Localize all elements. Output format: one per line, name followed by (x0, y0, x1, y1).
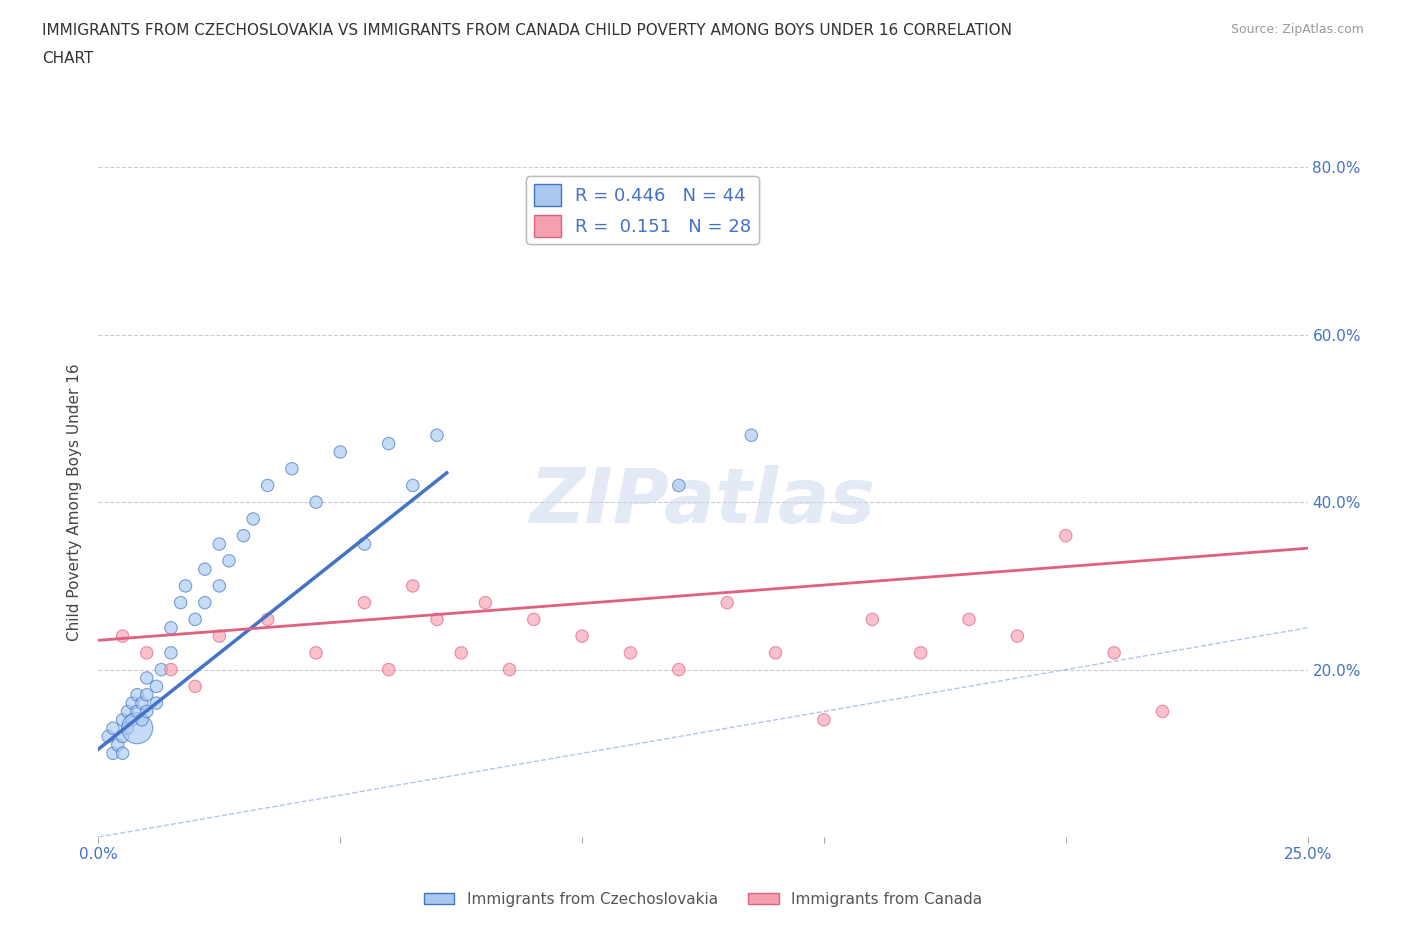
Point (1007, 629, 1029, 644)
Point (127, 687, 149, 702)
Point (281, 461, 304, 476)
Point (111, 629, 134, 644)
Point (474, 595, 496, 610)
Text: Source: ZipAtlas.com: Source: ZipAtlas.com (1230, 23, 1364, 36)
Point (101, 746, 124, 761)
Point (765, 645, 787, 660)
Point (127, 704, 149, 719)
Point (111, 746, 134, 761)
Legend: Immigrants from Czechoslovakia, Immigrants from Canada: Immigrants from Czechoslovakia, Immigran… (418, 886, 988, 913)
Point (174, 578, 197, 593)
Point (111, 729, 134, 744)
Point (97, 729, 120, 744)
Point (208, 537, 231, 551)
Point (668, 478, 690, 493)
Point (101, 721, 124, 736)
Point (208, 629, 231, 644)
Point (117, 721, 139, 736)
Point (426, 612, 449, 627)
Point (329, 445, 352, 459)
Point (256, 612, 278, 627)
Point (131, 696, 153, 711)
Point (860, 612, 883, 627)
Point (145, 679, 167, 694)
Point (135, 687, 157, 702)
Text: ZIPatlas: ZIPatlas (530, 465, 876, 539)
Point (184, 612, 207, 627)
Point (426, 428, 449, 443)
Point (740, 428, 762, 443)
Point (160, 662, 183, 677)
Point (256, 478, 278, 493)
Point (523, 612, 546, 627)
Point (135, 645, 157, 660)
Point (402, 578, 425, 593)
Point (111, 712, 134, 727)
Point (402, 478, 425, 493)
Point (121, 696, 143, 711)
Legend: R = 0.446   N = 44, R =  0.151   N = 28: R = 0.446 N = 44, R = 0.151 N = 28 (526, 177, 759, 244)
Point (377, 662, 399, 677)
Point (813, 712, 835, 727)
Point (160, 620, 183, 635)
Point (218, 553, 240, 568)
Point (135, 671, 157, 685)
Point (1152, 704, 1174, 719)
Point (242, 512, 264, 526)
Text: IMMIGRANTS FROM CZECHOSLOVAKIA VS IMMIGRANTS FROM CANADA CHILD POVERTY AMONG BOY: IMMIGRANTS FROM CZECHOSLOVAKIA VS IMMIGR… (42, 23, 1012, 38)
Point (353, 537, 375, 551)
Point (131, 712, 153, 727)
Point (184, 679, 207, 694)
Point (135, 704, 157, 719)
Point (127, 721, 149, 736)
Text: CHART: CHART (42, 51, 94, 66)
Y-axis label: Child Poverty Among Boys Under 16: Child Poverty Among Boys Under 16 (67, 364, 83, 641)
Point (121, 712, 143, 727)
Point (194, 562, 217, 577)
Point (117, 704, 139, 719)
Point (305, 645, 328, 660)
Point (160, 645, 183, 660)
Point (619, 645, 641, 660)
Point (353, 595, 375, 610)
Point (305, 495, 328, 510)
Point (1054, 528, 1077, 543)
Point (107, 737, 129, 752)
Point (377, 436, 399, 451)
Point (571, 629, 593, 644)
Point (910, 645, 932, 660)
Point (668, 662, 690, 677)
Point (716, 595, 738, 610)
Point (208, 578, 231, 593)
Point (169, 595, 191, 610)
Point (1102, 645, 1125, 660)
Point (194, 595, 217, 610)
Point (450, 645, 472, 660)
Point (498, 662, 520, 677)
Point (150, 662, 173, 677)
Point (232, 528, 254, 543)
Point (957, 612, 980, 627)
Point (145, 696, 167, 711)
